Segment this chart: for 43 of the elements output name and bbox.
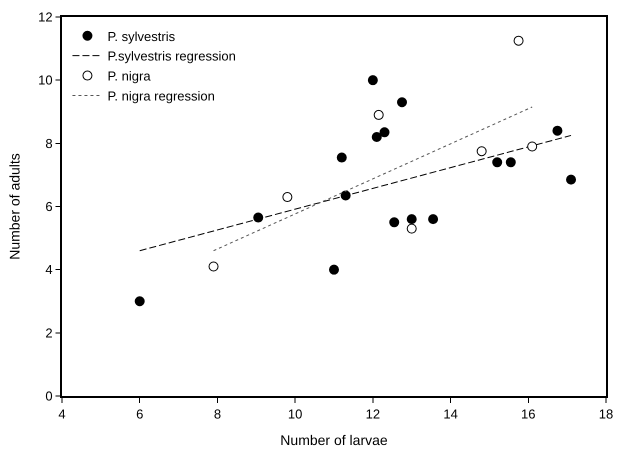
point	[476, 146, 487, 156]
x-axis-title: Number of larvae	[280, 432, 388, 448]
y-tick-label: 0	[45, 388, 53, 404]
point	[208, 262, 219, 272]
legend-label: P. sylvestris	[107, 28, 176, 44]
x-tick-label: 6	[136, 406, 144, 422]
point	[329, 264, 339, 275]
point	[253, 212, 264, 223]
point	[492, 157, 502, 168]
x-tick-label: 4	[58, 406, 66, 422]
x-tick-label: 8	[214, 406, 222, 422]
point	[372, 132, 382, 142]
legend-label: P. nigra regression	[107, 88, 215, 104]
y-tick-label: 6	[45, 199, 53, 214]
point	[527, 141, 538, 152]
x-tick-label: 10	[288, 406, 302, 422]
y-tick-label: 2	[45, 325, 53, 340]
y-tick-label: 8	[45, 136, 53, 151]
point	[428, 214, 438, 224]
y-axis-title: Number of adults	[6, 153, 22, 260]
y-tick-label: 4	[45, 262, 53, 278]
x-tick-label: 12	[366, 406, 380, 422]
x-tick-label: 18	[598, 406, 614, 422]
point	[406, 224, 417, 234]
y-tick-label: 12	[38, 10, 53, 25]
point	[282, 192, 292, 202]
point	[134, 296, 145, 306]
y-tick-label: 10	[38, 72, 53, 88]
point	[397, 97, 407, 108]
point	[552, 126, 562, 136]
x-tick-label: 14	[443, 406, 458, 422]
legend-label: P. nigra	[107, 68, 152, 84]
point	[368, 75, 378, 86]
point	[389, 217, 400, 228]
legend-label: P.sylvestris regression	[107, 48, 236, 64]
point	[514, 36, 524, 46]
point	[336, 152, 347, 163]
point	[406, 214, 417, 224]
point	[566, 174, 576, 185]
point	[380, 127, 390, 138]
x-tick-label: 16	[521, 406, 536, 422]
point	[374, 110, 384, 120]
point	[506, 157, 516, 168]
